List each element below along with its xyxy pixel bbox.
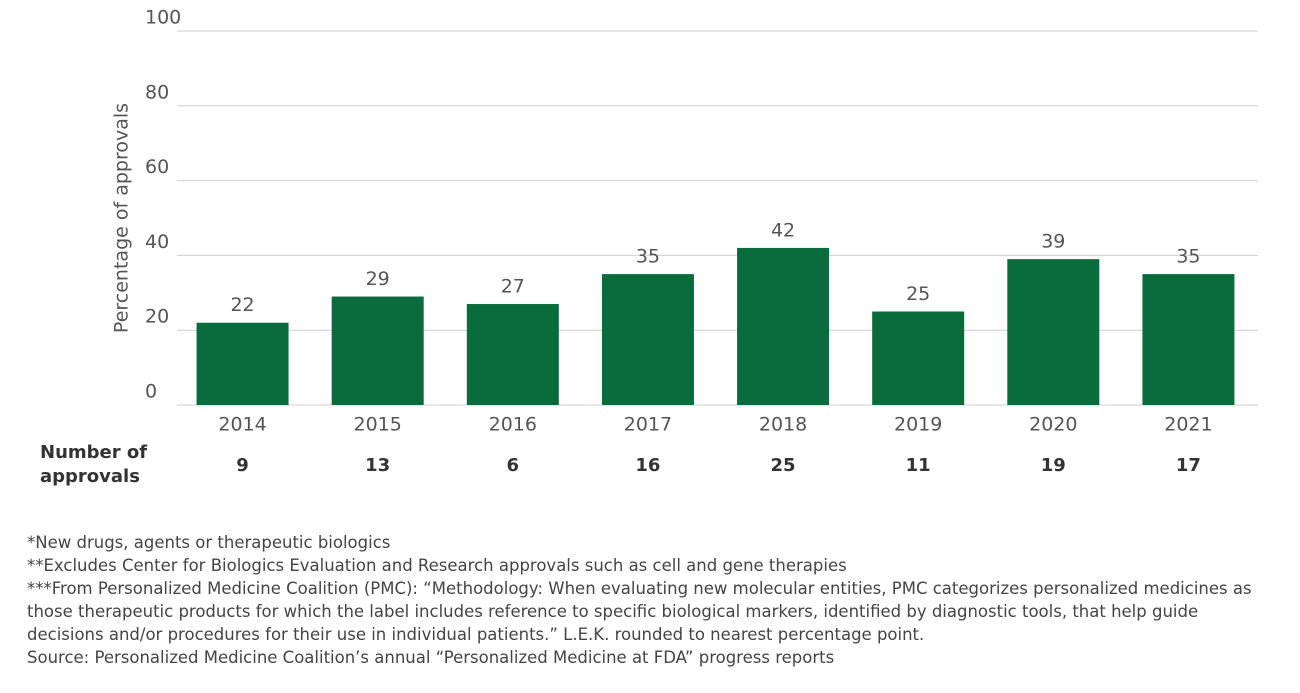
bar: [872, 311, 965, 405]
value-label: 22: [230, 294, 254, 316]
x-tick-label: 2018: [759, 414, 807, 436]
approvals-count: 9: [236, 455, 249, 476]
footnotes: *New drugs, agents or therapeutic biolog…: [27, 531, 1277, 669]
approvals-label: Number of approvals: [40, 442, 148, 487]
x-tick-label: 2016: [489, 414, 537, 436]
approvals-count: 13: [365, 455, 390, 476]
chart: Percentage of approvals 0 20 40 60 80 100 2014…: [111, 7, 1258, 476]
value-label: 35: [636, 246, 660, 268]
bar: [737, 247, 830, 405]
x-tick-label: 2021: [1164, 414, 1212, 436]
y-tick-label: 60: [145, 156, 169, 178]
y-axis-label: Percentage of approvals: [111, 103, 133, 333]
footnote: Source: Personalized Medicine Coalition’…: [27, 648, 835, 667]
footnote: **Excludes Center for Biologics Evaluati…: [27, 556, 847, 575]
value-label: 25: [906, 283, 930, 305]
value-label: 39: [1041, 231, 1065, 253]
approvals-count: 19: [1041, 455, 1066, 476]
x-tick-label: 2014: [218, 414, 266, 436]
y-tick-label: 0: [145, 381, 157, 403]
y-tick-label: 100: [145, 7, 181, 29]
y-tick-label: 40: [145, 231, 169, 253]
x-tick-label: 2019: [894, 414, 942, 436]
approvals-count: 6: [507, 455, 520, 476]
bar: [1007, 259, 1100, 405]
bar: [1142, 274, 1235, 405]
value-label: 27: [501, 276, 525, 298]
bar: [196, 322, 289, 405]
bar: [601, 274, 694, 405]
x-tick-label: 2017: [624, 414, 672, 436]
value-label: 29: [366, 268, 390, 290]
value-label: 35: [1176, 246, 1200, 268]
bar: [331, 296, 424, 405]
approvals-count: 25: [771, 455, 796, 476]
approvals-count: 16: [635, 455, 660, 476]
footnote: ***From Personalized Medicine Coalition …: [27, 579, 1252, 644]
x-tick-label: 2015: [354, 414, 402, 436]
bar: [466, 304, 559, 405]
approvals-count: 11: [906, 455, 931, 476]
footnote: *New drugs, agents or therapeutic biolog…: [27, 533, 391, 552]
x-tick-label: 2020: [1029, 414, 1077, 436]
y-tick-label: 20: [145, 306, 169, 328]
value-label: 42: [771, 219, 795, 241]
approvals-count: 17: [1176, 455, 1201, 476]
y-tick-label: 80: [145, 81, 169, 103]
